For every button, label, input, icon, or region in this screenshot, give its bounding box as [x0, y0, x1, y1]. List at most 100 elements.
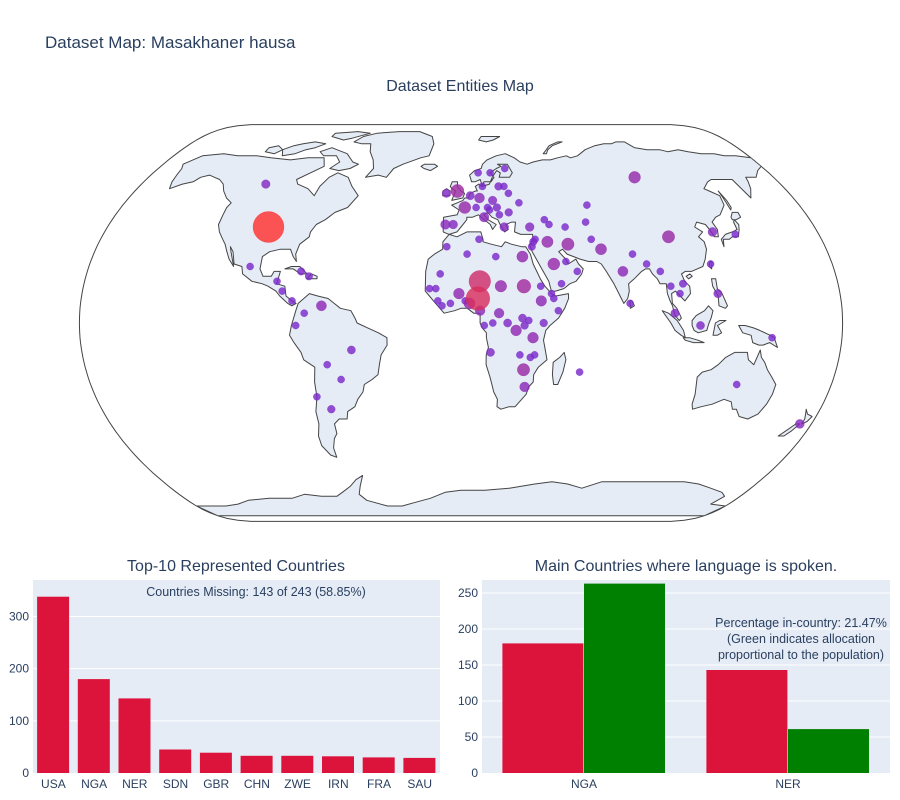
map-marker[interactable]	[676, 289, 684, 298]
map-marker[interactable]	[297, 267, 306, 276]
map-marker[interactable]	[557, 279, 566, 288]
map-marker[interactable]	[494, 280, 507, 293]
map-marker[interactable]	[503, 318, 512, 328]
map-marker[interactable]	[583, 201, 591, 209]
map-marker[interactable]	[707, 227, 718, 237]
map-marker[interactable]	[581, 218, 590, 226]
map-marker[interactable]	[535, 295, 547, 307]
map-marker[interactable]	[656, 267, 665, 276]
map-marker[interactable]	[626, 299, 634, 308]
map-marker[interactable]	[488, 319, 497, 327]
map-marker[interactable]	[515, 198, 523, 207]
map-marker[interactable]	[479, 212, 490, 223]
map-marker[interactable]	[795, 419, 805, 429]
map-marker[interactable]	[425, 284, 434, 293]
map-marker[interactable]	[666, 282, 675, 291]
map-marker[interactable]	[313, 392, 321, 401]
map-marker[interactable]	[768, 333, 776, 342]
map-marker[interactable]	[300, 309, 309, 318]
map-marker[interactable]	[504, 208, 513, 217]
map-marker[interactable]	[493, 308, 505, 319]
map-marker[interactable]	[485, 206, 494, 214]
map-marker[interactable]	[545, 220, 553, 229]
map-marker[interactable]	[495, 210, 504, 219]
map-marker[interactable]	[547, 257, 561, 271]
map-marker[interactable]	[323, 360, 332, 369]
map-marker[interactable]	[573, 267, 582, 276]
map-marker[interactable]	[541, 235, 554, 248]
map-marker[interactable]	[540, 215, 549, 224]
map-marker[interactable]	[316, 300, 327, 312]
map-marker[interactable]	[517, 363, 530, 377]
map-marker[interactable]	[510, 324, 522, 337]
map-marker[interactable]	[587, 235, 596, 244]
map-marker[interactable]	[465, 191, 475, 201]
map-marker[interactable]	[273, 277, 281, 286]
map-marker[interactable]	[327, 405, 336, 414]
map-marker[interactable]	[494, 182, 503, 191]
map-marker[interactable]	[518, 313, 527, 323]
map-marker[interactable]	[450, 184, 465, 198]
map-marker[interactable]	[304, 272, 313, 281]
map-marker[interactable]	[288, 297, 296, 305]
map-marker[interactable]	[562, 257, 570, 266]
map-marker[interactable]	[539, 318, 548, 328]
map-marker[interactable]	[526, 353, 535, 362]
map-marker[interactable]	[554, 306, 563, 315]
map-marker[interactable]	[491, 252, 500, 261]
map-marker[interactable]	[617, 266, 629, 277]
map-marker[interactable]	[246, 262, 254, 271]
map-marker[interactable]	[516, 250, 529, 263]
map-marker[interactable]	[527, 332, 539, 344]
map-marker[interactable]	[516, 351, 524, 359]
map-marker[interactable]	[500, 164, 509, 173]
map-marker[interactable]	[536, 282, 545, 291]
map-marker[interactable]	[472, 203, 480, 212]
map-marker[interactable]	[252, 211, 285, 243]
map-marker[interactable]	[492, 203, 502, 212]
map-marker[interactable]	[463, 250, 471, 258]
map-marker[interactable]	[678, 279, 688, 288]
map-marker[interactable]	[642, 260, 651, 268]
map-marker[interactable]	[525, 222, 535, 232]
map-marker[interactable]	[504, 189, 513, 198]
map-marker[interactable]	[458, 201, 472, 214]
map-marker[interactable]	[442, 242, 451, 251]
map-marker[interactable]	[441, 188, 451, 198]
map-marker[interactable]	[337, 375, 345, 384]
map-marker[interactable]	[261, 179, 271, 189]
map-marker[interactable]	[527, 242, 536, 251]
map-marker[interactable]	[486, 168, 494, 177]
map-marker[interactable]	[731, 230, 740, 239]
map-marker[interactable]	[696, 321, 705, 330]
map-marker[interactable]	[488, 195, 498, 205]
map-marker[interactable]	[478, 182, 487, 191]
map-marker[interactable]	[453, 287, 465, 300]
map-marker[interactable]	[499, 222, 509, 232]
map-marker[interactable]	[474, 168, 482, 177]
map-marker[interactable]	[670, 308, 680, 318]
map-marker[interactable]	[520, 321, 529, 330]
map-marker[interactable]	[732, 380, 741, 389]
map-marker[interactable]	[291, 321, 300, 330]
map-marker[interactable]	[706, 260, 715, 268]
map-marker[interactable]	[446, 299, 455, 308]
map-marker[interactable]	[516, 279, 532, 294]
map-marker[interactable]	[474, 192, 485, 204]
map-marker[interactable]	[519, 381, 530, 393]
map-marker[interactable]	[436, 270, 445, 278]
map-marker[interactable]	[475, 235, 483, 244]
map-marker[interactable]	[347, 345, 356, 355]
map-marker[interactable]	[440, 219, 451, 230]
map-marker[interactable]	[628, 250, 637, 258]
map-marker[interactable]	[486, 348, 495, 357]
map-marker[interactable]	[662, 230, 675, 244]
map-marker[interactable]	[713, 289, 723, 299]
map-marker[interactable]	[595, 243, 607, 256]
map-marker[interactable]	[547, 289, 556, 298]
map-marker[interactable]	[278, 287, 287, 295]
map-marker[interactable]	[433, 297, 442, 305]
map-marker[interactable]	[480, 321, 489, 330]
map-marker[interactable]	[438, 301, 446, 310]
